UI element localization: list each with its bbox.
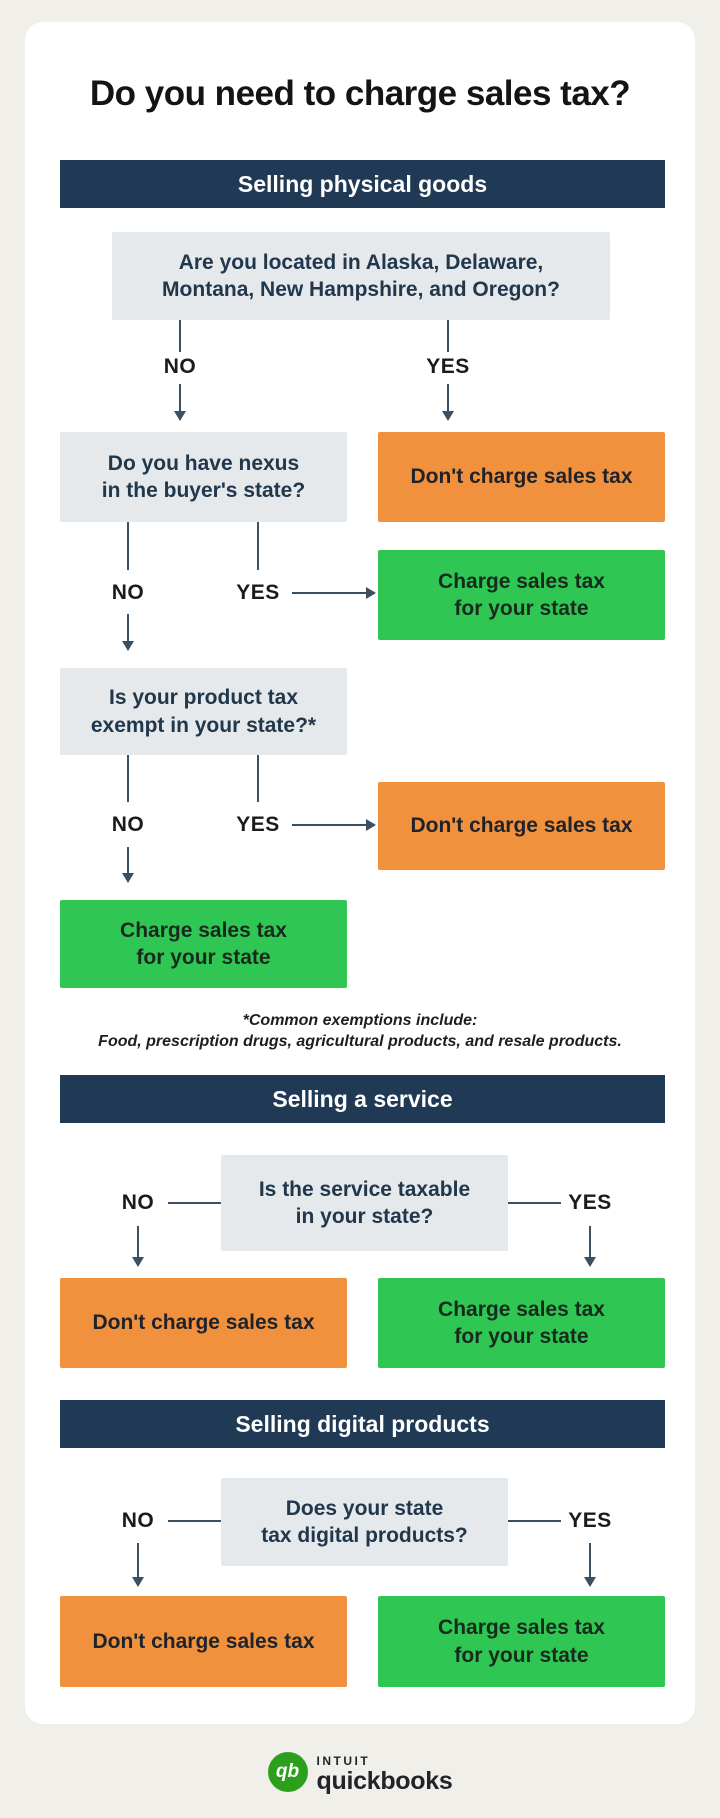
answer-label-yes: YES (236, 813, 280, 836)
quickbooks-logo-icon: qb (267, 1752, 308, 1792)
outcome-text: Charge sales tax (438, 569, 605, 593)
outcome-dont-charge-4: Don't charge sales tax (60, 1596, 347, 1687)
outcome-text: for your state (454, 1643, 589, 1667)
question-text: Montana, New Hampshire, and Oregon? (162, 278, 560, 301)
question-text: Is the service taxable (258, 1177, 471, 1201)
answer-label-yes: YES (426, 355, 470, 378)
outcome-text: Don't charge sales tax (410, 465, 633, 489)
question-text: Does your state (285, 1496, 444, 1520)
question-text: Do you have nexus (107, 451, 300, 475)
outcome-text: Don't charge sales tax (92, 1629, 315, 1653)
question-text: in your state? (295, 1205, 434, 1228)
question-text: in the buyer's state? (101, 479, 306, 502)
answer-label-no: NO (163, 355, 197, 378)
question-text: Are you located in Alaska, Delaware, (178, 250, 544, 274)
question-digital-taxed: Does your state tax digital products? (221, 1478, 508, 1566)
answer-label-yes: YES (236, 581, 280, 604)
qb-monogram: qb (275, 1761, 300, 1782)
section-header-label: Selling physical goods (237, 170, 488, 197)
outcome-dont-charge-3: Don't charge sales tax (60, 1278, 347, 1368)
question-nexus: Do you have nexus in the buyer's state? (60, 432, 347, 522)
outcome-text: for your state (454, 1325, 589, 1348)
page-title: Do you need to charge sales tax? (89, 74, 631, 113)
question-text: Is your product tax (108, 686, 299, 710)
answer-label-no: NO (111, 581, 145, 604)
outcome-text: for your state (454, 597, 589, 620)
section-header-physical-goods: Selling physical goods (60, 160, 665, 208)
outcome-text: Don't charge sales tax (92, 1311, 315, 1335)
section-header-digital: Selling digital products (60, 1400, 665, 1448)
intuit-quickbooks-logo: qb INTUIT quickbooks (0, 1752, 720, 1796)
outcome-charge-3: Charge sales tax for your state (378, 1278, 665, 1368)
answer-label-no: NO (121, 1509, 155, 1532)
intuit-wordmark: INTUIT (316, 1754, 371, 1768)
outcome-text: Don't charge sales tax (410, 814, 633, 838)
outcome-text: Charge sales tax (120, 918, 287, 942)
answer-label-yes: YES (568, 1509, 612, 1532)
outcome-text: Charge sales tax (438, 1297, 605, 1321)
outcome-text: for your state (136, 946, 271, 969)
answer-label-no: NO (121, 1191, 155, 1214)
outcome-charge-4: Charge sales tax for your state (378, 1596, 665, 1687)
question-text: exempt in your state?* (90, 713, 317, 737)
outcome-text: Charge sales tax (438, 1616, 605, 1640)
footnote-line: Food, prescription drugs, agricultural p… (98, 1033, 622, 1051)
answer-label-yes: YES (568, 1191, 612, 1214)
outcome-dont-charge-1: Don't charge sales tax (378, 432, 665, 522)
outcome-dont-charge-2: Don't charge sales tax (378, 782, 665, 870)
question-text: tax digital products? (261, 1524, 468, 1547)
question-located-states: Are you located in Alaska, Delaware, Mon… (112, 232, 610, 320)
outcome-charge-2: Charge sales tax for your state (60, 900, 347, 988)
footnote-line: *Common exemptions include: (242, 1012, 478, 1029)
section-header-label: Selling a service (272, 1085, 453, 1112)
quickbooks-wordmark: quickbooks (316, 1767, 453, 1795)
question-tax-exempt: Is your product tax exempt in your state… (60, 668, 347, 755)
section-header-service: Selling a service (60, 1075, 665, 1123)
outcome-charge-1: Charge sales tax for your state (378, 550, 665, 640)
logo-wordmark: INTUIT quickbooks (317, 1752, 453, 1796)
answer-label-no: NO (111, 813, 145, 836)
exemptions-footnote: *Common exemptions include: Food, prescr… (0, 1010, 720, 1052)
question-service-taxable: Is the service taxable in your state? (221, 1155, 508, 1251)
section-header-label: Selling digital products (235, 1410, 490, 1437)
